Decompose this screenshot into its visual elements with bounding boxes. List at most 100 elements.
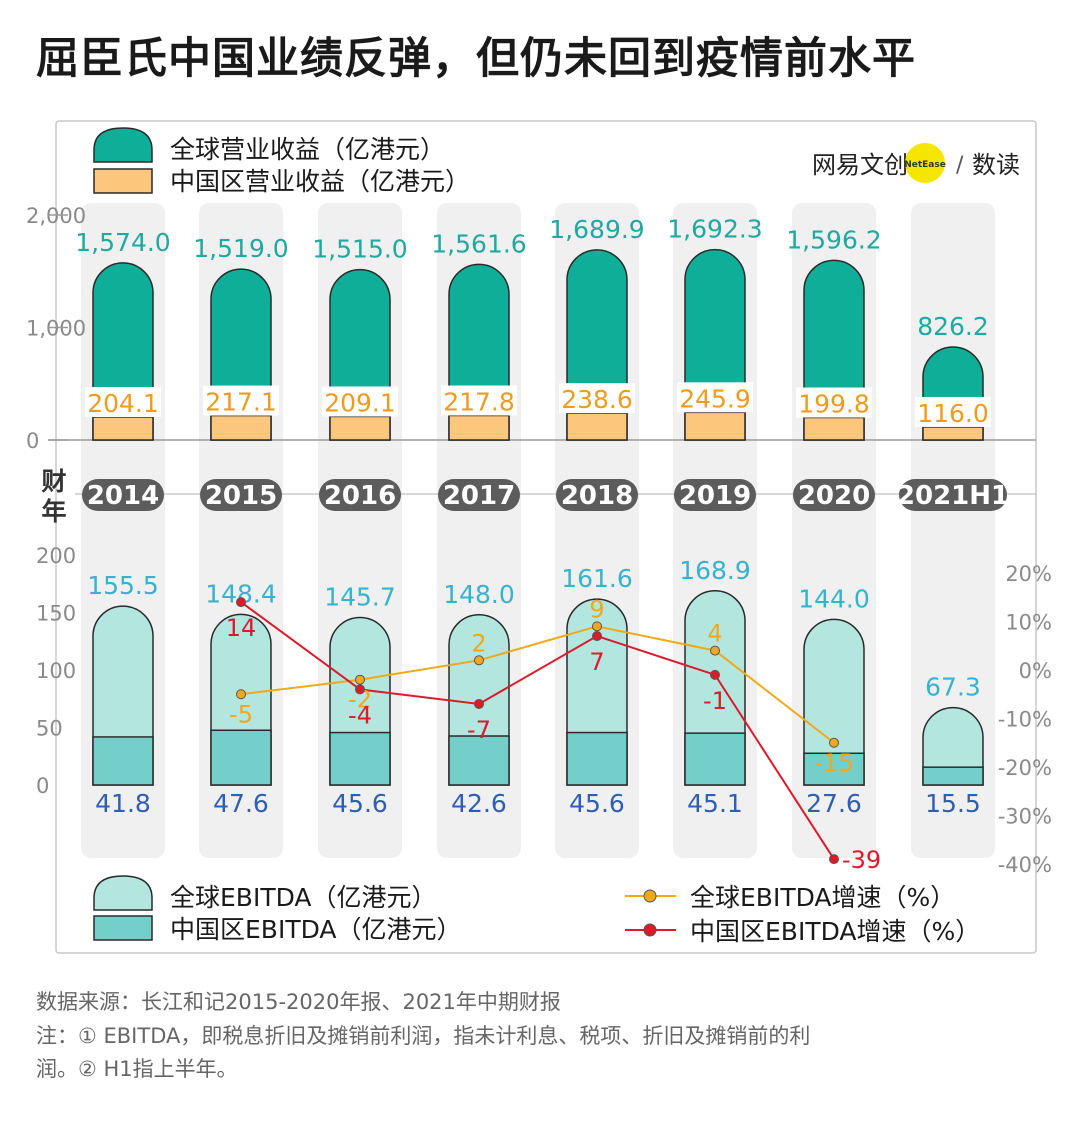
- ebitda-china-bar: [684, 732, 746, 786]
- year-pill-label: 2020: [798, 481, 870, 511]
- ebitda-global-label: 155.5: [87, 571, 159, 600]
- ebitda-global-label: 67.3: [925, 673, 981, 702]
- legend-marker-global: [643, 889, 657, 903]
- china-growth-label: -7: [467, 716, 491, 744]
- revenue-china-label-bg: [677, 382, 753, 413]
- brand-text-shudu: 数读: [972, 151, 1020, 179]
- china-growth-point: [829, 854, 839, 865]
- ebitda-china-label: 15.5: [925, 789, 981, 818]
- year-pill: [319, 479, 401, 511]
- revenue-china-label: 217.1: [205, 388, 277, 417]
- year-pill-label: 2018: [561, 481, 633, 511]
- china-growth-label: 14: [226, 614, 257, 642]
- y-tick-label-left: 50: [36, 717, 63, 741]
- year-pill-label: 2017: [443, 481, 515, 511]
- revenue-global-label: 1,689.9: [549, 215, 644, 244]
- y-tick-label-left: 2,000: [26, 204, 86, 228]
- brand-text: 网易文创: [812, 151, 908, 179]
- ebitda-china-label: 47.6: [213, 789, 269, 818]
- china-growth-label: -1: [703, 687, 727, 715]
- legend-marker-china: [643, 923, 657, 937]
- ebitda-china-label: 45.1: [687, 789, 743, 818]
- global-growth-point: [829, 737, 839, 748]
- revenue-china-label: 238.6: [561, 385, 633, 414]
- ebitda-china-label: 41.8: [95, 789, 151, 818]
- legend-revenue-china: 中国区营业收益（亿港元）: [170, 167, 470, 196]
- revenue-china-label: 209.1: [324, 388, 396, 417]
- revenue-global-label: 1,692.3: [667, 215, 762, 244]
- ebitda-china-label: 42.6: [451, 789, 507, 818]
- ebitda-global-label: 145.7: [324, 582, 396, 611]
- revenue-china-label-bg: [322, 386, 398, 417]
- year-axis-label: 财: [41, 467, 66, 496]
- revenue-china-label-bg: [441, 385, 517, 416]
- ebitda-china-label: 45.6: [332, 789, 388, 818]
- y-tick-label-left: 0: [36, 774, 49, 798]
- global-growth-label: -5: [229, 700, 253, 728]
- legend-swatch: [93, 915, 153, 941]
- global-growth-label: 9: [589, 595, 604, 623]
- ebitda-china-label: 45.6: [569, 789, 625, 818]
- china-growth-label: -39: [842, 846, 881, 874]
- revenue-china-label-bg: [203, 385, 279, 416]
- y2-tick-label-right: -30%: [998, 805, 1052, 829]
- revenue-global-label: 826.2: [917, 312, 989, 341]
- year-pill: [82, 479, 164, 511]
- year-pill-label: 2015: [205, 481, 277, 511]
- ebitda-china-bar: [210, 729, 272, 786]
- legend-ebitda-china: 中国区EBITDA（亿港元）: [170, 915, 462, 944]
- ebitda-global-bar: [803, 618, 865, 786]
- global-growth-point: [474, 655, 484, 666]
- china-growth-label: 7: [589, 648, 604, 676]
- ebitda-global-label: 144.0: [798, 584, 870, 613]
- year-pill-label: 2021H1: [897, 481, 1009, 511]
- china-growth-point: [236, 597, 246, 608]
- china-growth-point: [474, 698, 484, 709]
- source-note: 数据来源：长江和记2015-2020年报、2021年中期财报: [36, 990, 561, 1014]
- y-tick-label-left: 150: [36, 602, 76, 626]
- revenue-china-bar: [803, 416, 865, 441]
- ebitda-china-bar: [922, 766, 984, 786]
- ebitda-global-label: 161.6: [561, 564, 633, 593]
- year-pill: [438, 479, 520, 511]
- revenue-chart: 2,000 1,000 0 1,574.0 204.1 1,519.0 217.1 1,515…: [26, 204, 1036, 453]
- year-pill-label: 2019: [679, 481, 751, 511]
- ebitda-china-bar: [448, 735, 510, 786]
- year-pill: [200, 479, 282, 511]
- revenue-china-label: 199.8: [798, 390, 870, 419]
- legend-growth-china: 中国区EBITDA增速（%）: [690, 917, 980, 946]
- growth-lines: 20% 10% 0% -10% -20% -30% -40% -5 -2 2 9 4 -15 14 -4 -7…: [226, 562, 1052, 877]
- legend-swatch: [93, 168, 153, 194]
- year-pill: [556, 479, 638, 511]
- revenue-china-bar: [329, 415, 391, 441]
- year-axis: 财年 2014 2015 2016 2017 2018 2019 2020 2021H1: [41, 467, 1036, 526]
- legend-ebitda-global: 全球EBITDA（亿港元）: [170, 883, 437, 912]
- ebitda-global-label: 148.0: [443, 580, 515, 609]
- revenue-china-bar: [92, 416, 154, 441]
- year-pill-label: 2016: [324, 481, 396, 511]
- revenue-china-bar: [210, 414, 272, 441]
- revenue-global-label: 1,596.2: [786, 225, 881, 254]
- ebitda-china-label: 27.6: [806, 789, 862, 818]
- global-growth-point: [355, 674, 365, 685]
- year-pill: [899, 479, 1007, 511]
- china-growth-line: [240, 601, 835, 860]
- brand-badge-text: NetEase: [904, 160, 946, 170]
- footnote-line-2: 润。② H1指上半年。: [36, 1057, 238, 1081]
- revenue-china-label-bg: [85, 387, 161, 418]
- revenue-china-bar: [566, 412, 628, 441]
- ebitda-global-label: 168.9: [679, 556, 751, 585]
- outer-frame: [55, 120, 1037, 954]
- revenue-china-label: 204.1: [87, 389, 159, 418]
- global-growth-point: [592, 621, 602, 632]
- ebitda-china-bar: [566, 731, 628, 786]
- revenue-global-label: 1,515.0: [312, 235, 407, 264]
- revenue-global-label: 1,561.6: [431, 229, 526, 258]
- brand-badge: [905, 143, 945, 183]
- revenue-china-bar: [448, 414, 510, 441]
- page-title: 屈臣氏中国业绩反弹，但仍未回到疫情前水平: [36, 34, 916, 84]
- revenue-china-label: 116.0: [917, 399, 989, 428]
- y-tick-label-left: 0: [26, 429, 39, 453]
